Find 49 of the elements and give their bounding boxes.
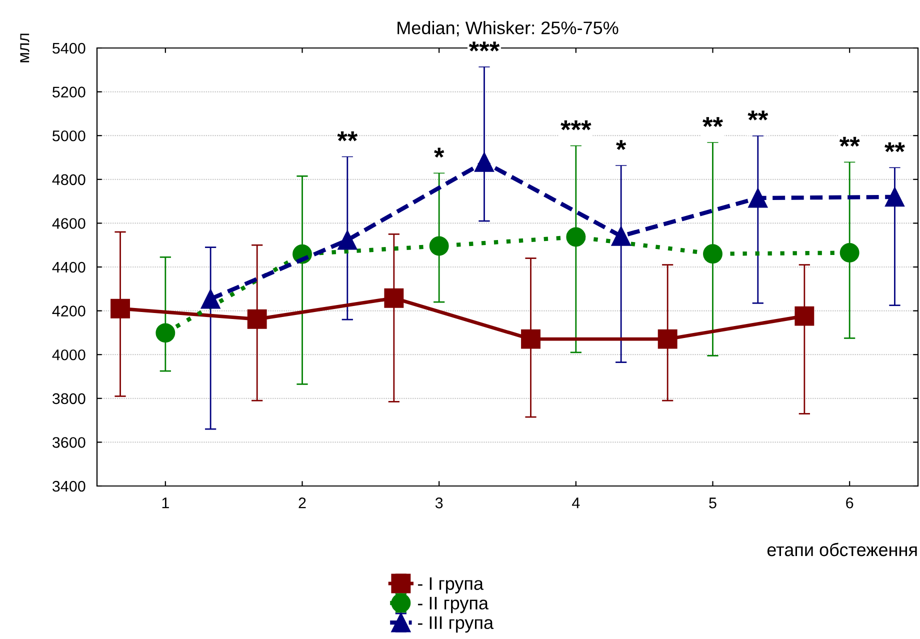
y-tick-label: 4000 bbox=[52, 349, 86, 360]
x-axis-title: етапи обстеження bbox=[767, 542, 917, 556]
point bbox=[474, 152, 494, 172]
x-tick-label: 6 bbox=[846, 498, 854, 508]
point bbox=[521, 329, 540, 349]
annotation: *** bbox=[468, 42, 500, 52]
point bbox=[566, 227, 586, 247]
annotation: ** bbox=[748, 110, 768, 120]
point bbox=[429, 236, 449, 256]
y-tick-label: 5000 bbox=[52, 130, 86, 142]
legend-label: - II група bbox=[418, 596, 489, 614]
x-tick-label: 1 bbox=[162, 498, 169, 508]
y-tick-label: 3800 bbox=[52, 393, 86, 404]
point bbox=[384, 288, 404, 308]
point bbox=[611, 226, 631, 246]
x-tick-label: 5 bbox=[709, 498, 716, 508]
y-axis-title: млл bbox=[20, 34, 30, 62]
point bbox=[885, 187, 904, 207]
x-tick-label: 2 bbox=[298, 498, 306, 508]
x-tick-label: 4 bbox=[572, 498, 580, 508]
point bbox=[200, 289, 220, 309]
point bbox=[658, 329, 678, 349]
annotation: *** bbox=[560, 120, 592, 130]
annotation: ** bbox=[884, 142, 905, 152]
x-tick-label: 3 bbox=[435, 498, 443, 508]
annotation: ** bbox=[337, 131, 358, 142]
legend-label: - III група bbox=[418, 616, 494, 633]
annotation: * bbox=[434, 148, 444, 158]
point bbox=[110, 298, 130, 318]
y-tick-label: 3400 bbox=[52, 480, 86, 492]
y-tick-label: 3600 bbox=[52, 437, 86, 448]
point bbox=[703, 244, 722, 264]
point bbox=[840, 243, 860, 262]
y-tick-label: 5400 bbox=[52, 42, 86, 54]
legend-label: - I група bbox=[418, 577, 484, 594]
y-tick-label: 4200 bbox=[52, 306, 86, 316]
point bbox=[156, 323, 176, 343]
y-tick-label: 4800 bbox=[52, 174, 86, 186]
y-tick-label: 4400 bbox=[52, 262, 86, 273]
point bbox=[247, 309, 267, 329]
y-tick-label: 5200 bbox=[52, 86, 86, 98]
annotation: * bbox=[616, 140, 626, 150]
point bbox=[748, 188, 768, 208]
annotation: ** bbox=[839, 136, 860, 147]
annotation: ** bbox=[702, 117, 723, 127]
y-tick-label: 4600 bbox=[52, 218, 86, 229]
point bbox=[338, 230, 358, 250]
chart-title: Median; Whisker: 25%-75% bbox=[398, 21, 618, 36]
point bbox=[794, 306, 814, 326]
